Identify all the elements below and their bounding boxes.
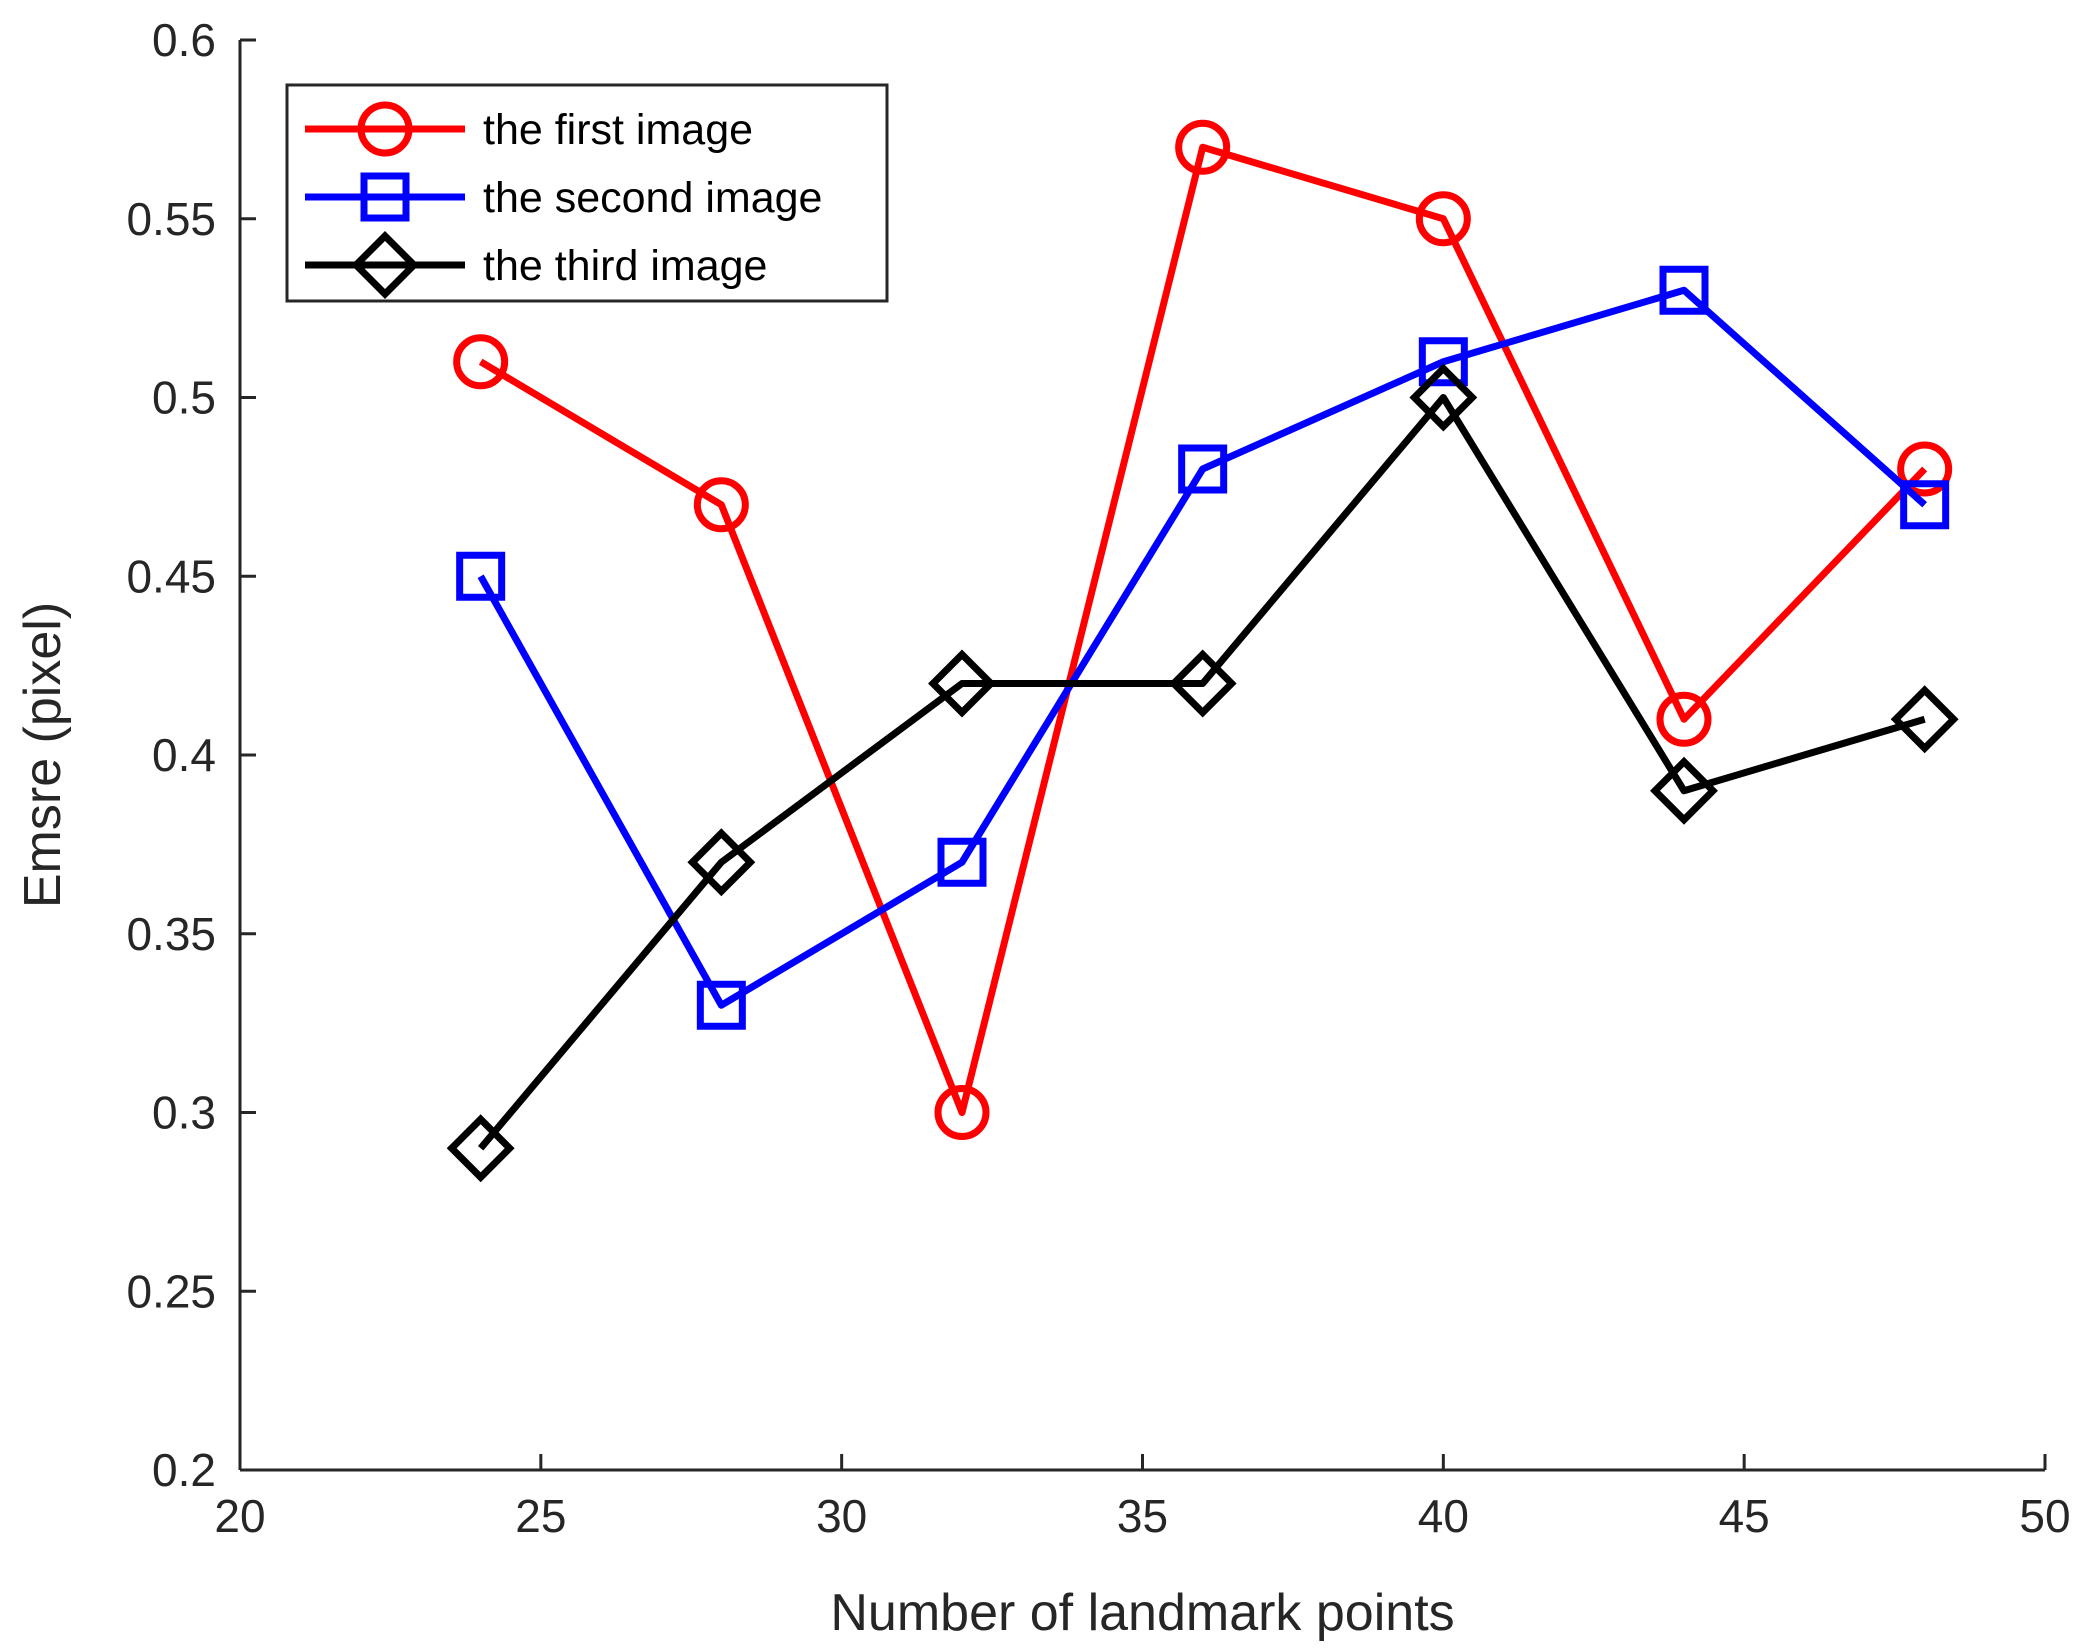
data-point: [1168, 649, 1237, 718]
x-tick-label: 25: [515, 1490, 566, 1542]
data-point: [696, 980, 746, 1030]
data-point: [1650, 756, 1718, 825]
y-tick-label: 0.25: [126, 1265, 216, 1317]
x-tick-label: 45: [1719, 1490, 1770, 1542]
x-axis-title: Number of landmark points: [830, 1584, 1454, 1642]
x-tick-label: 40: [1418, 1490, 1469, 1542]
data-point: [937, 837, 987, 887]
y-tick-label: 0.4: [152, 729, 216, 781]
data-point: [1659, 265, 1709, 315]
data-point: [1900, 480, 1950, 530]
legend-entry: the first image: [305, 101, 753, 157]
y-tick-label: 0.5: [152, 372, 216, 424]
data-point: [1415, 191, 1471, 247]
data-point: [693, 477, 749, 533]
series-2: [456, 265, 1950, 1030]
series-3: [446, 363, 1959, 1183]
legend-marker: [360, 172, 410, 222]
data-point: [1175, 119, 1231, 175]
x-tick-label: 35: [1117, 1490, 1168, 1542]
y-axis-ticks: 0.2 0.25 0.3 0.35 0.4 0.45 0.5 0.55 0.6: [126, 14, 256, 1496]
data-point: [1897, 441, 1953, 497]
x-tick-label: 20: [214, 1490, 265, 1542]
data-point: [1418, 337, 1468, 387]
legend-marker: [351, 231, 419, 299]
x-axis-ticks: 20 25 30 35 40 45 50: [214, 1454, 2071, 1542]
data-point: [1178, 444, 1228, 494]
series-line: [478, 143, 1928, 1116]
data-point: [687, 828, 756, 897]
y-tick-label: 0.55: [126, 193, 216, 245]
legend-label: the second image: [483, 174, 822, 222]
series-1: [453, 119, 1953, 1140]
data-point: [1656, 691, 1712, 747]
legend-entry: the third image: [305, 231, 767, 299]
data-point: [453, 334, 509, 390]
data-point: [1409, 363, 1478, 432]
legend-entry: the second image: [305, 172, 822, 222]
data-point: [928, 649, 996, 718]
series-line: [477, 394, 1926, 1151]
legend-marker: [357, 101, 413, 157]
y-tick-label: 0.6: [152, 14, 216, 66]
data-point: [934, 1085, 990, 1140]
data-point: [1890, 685, 1959, 754]
legend-label: the first image: [483, 106, 753, 154]
data-point: [456, 551, 506, 601]
x-tick-label: 30: [816, 1490, 867, 1542]
data-point: [446, 1114, 515, 1183]
y-tick-label: 0.2: [152, 1444, 216, 1496]
series-line: [477, 286, 1927, 1009]
x-tick-label: 50: [2019, 1490, 2070, 1542]
legend-label: the third image: [483, 242, 767, 290]
y-tick-label: 0.45: [126, 550, 216, 602]
series-layer: [446, 119, 1959, 1183]
y-tick-label: 0.3: [152, 1087, 216, 1139]
y-axis-title: Emsre (pixel): [14, 602, 72, 908]
y-tick-label: 0.35: [126, 908, 216, 960]
legend: the first image the second image the third…: [285, 83, 889, 303]
